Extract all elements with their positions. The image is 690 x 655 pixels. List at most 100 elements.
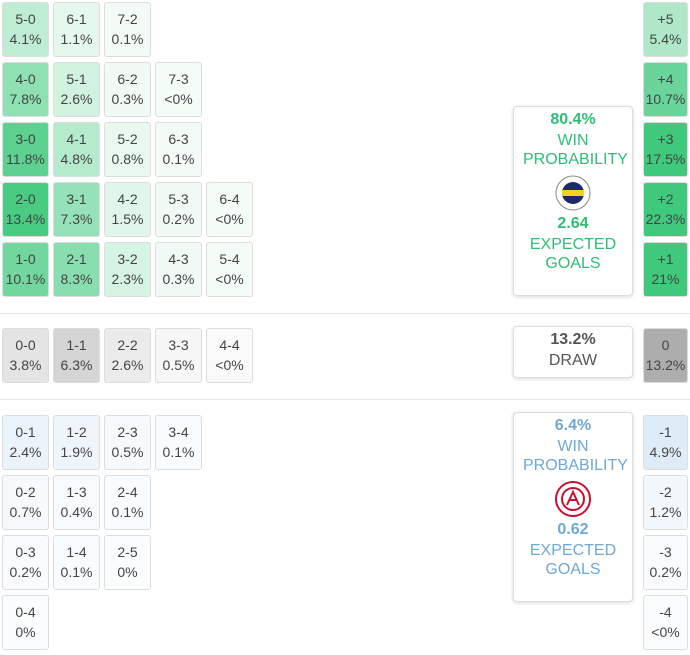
score-cell: 4-0 7.8%: [2, 62, 49, 117]
score-label: +3: [657, 131, 674, 147]
score-cell: 6-3 0.1%: [155, 122, 202, 177]
probability: <0%: [215, 357, 244, 373]
score-label: 0-2: [15, 484, 36, 500]
score-cell: 5-1 2.6%: [53, 62, 100, 117]
probability: 0.2%: [162, 211, 195, 227]
score-label: 3-3: [168, 337, 189, 353]
margin-cell: -1 4.9%: [643, 415, 688, 470]
probability: 22.3%: [645, 211, 686, 227]
score-label: 6-3: [168, 131, 189, 147]
score-label: 3-0: [15, 131, 36, 147]
score-label: 3-2: [117, 251, 138, 267]
probability: 4.8%: [60, 151, 93, 167]
probability: 0%: [117, 564, 138, 580]
probability: 2.4%: [9, 444, 42, 460]
score-label: 4-3: [168, 251, 189, 267]
probability: 0.2%: [649, 564, 682, 580]
margin-cell: +3 17.5%: [643, 122, 688, 177]
probability: <0%: [215, 271, 244, 287]
score-cell: 7-2 0.1%: [104, 2, 151, 57]
margin-cell: 0 13.2%: [643, 328, 688, 383]
win-pct: 80.4%: [550, 111, 596, 128]
xg-label: EXPECTED GOALS: [529, 542, 617, 578]
score-cell: 1-2 1.9%: [53, 415, 100, 470]
probability: 2.3%: [111, 271, 144, 287]
probability: 13.4%: [5, 211, 46, 227]
score-label: 6-2: [117, 71, 138, 87]
score-label: 0-1: [15, 424, 36, 440]
score-cell: 1-0 10.1%: [2, 242, 49, 297]
score-label: 1-2: [66, 424, 87, 440]
score-label: 1-0: [15, 251, 36, 267]
margin-cell: +1 21%: [643, 242, 688, 297]
score-label: 2-0: [15, 191, 36, 207]
separator: [0, 399, 690, 400]
probability: 8.3%: [60, 271, 93, 287]
probability: 0.2%: [9, 564, 42, 580]
probability: 2.6%: [111, 357, 144, 373]
score-cell: 0-3 0.2%: [2, 535, 49, 590]
probability: 1.9%: [60, 444, 93, 460]
score-cell: 3-4 0.1%: [155, 415, 202, 470]
probability: 1.5%: [111, 211, 144, 227]
score-cell: 3-3 0.5%: [155, 328, 202, 383]
separator: [0, 313, 690, 314]
score-cell: 5-2 0.8%: [104, 122, 151, 177]
score-cell: 6-2 0.3%: [104, 62, 151, 117]
team-logo: [555, 481, 591, 517]
score-cell: 5-0 4.1%: [2, 2, 49, 57]
score-label: 5-3: [168, 191, 189, 207]
score-label: +5: [657, 11, 674, 27]
score-label: 2-1: [66, 251, 87, 267]
probability: 0.1%: [111, 31, 144, 47]
score-label: -3: [659, 544, 672, 560]
score-label: +2: [657, 191, 674, 207]
probability: 0.3%: [162, 271, 195, 287]
score-label: +4: [657, 71, 674, 87]
score-cell: 1-4 0.1%: [53, 535, 100, 590]
score-label: 6-1: [66, 11, 87, 27]
score-label: 0-4: [15, 604, 36, 620]
margin-cell: -3 0.2%: [643, 535, 688, 590]
score-cell: 4-3 0.3%: [155, 242, 202, 297]
score-label: 5-1: [66, 71, 87, 87]
margin-cell: +5 5.4%: [643, 2, 688, 57]
probability: 11.8%: [6, 151, 45, 167]
probability: 13.2%: [645, 357, 686, 373]
probability: <0%: [215, 211, 244, 227]
score-cell: 5-4 <0%: [206, 242, 253, 297]
score-label: 2-5: [117, 544, 138, 560]
score-label: 4-4: [219, 337, 240, 353]
win-label: WIN PROBABILITY: [523, 438, 628, 474]
probability: 0.1%: [111, 504, 144, 520]
score-cell: 1-3 0.4%: [53, 475, 100, 530]
score-label: 4-1: [66, 131, 87, 147]
score-label: 0-0: [15, 337, 36, 353]
score-cell: 1-1 6.3%: [53, 328, 100, 383]
probability: 0.4%: [60, 504, 93, 520]
margin-cell: +4 10.7%: [643, 62, 688, 117]
score-cell: 6-1 1.1%: [53, 2, 100, 57]
expected-goals: 0.62: [557, 521, 589, 538]
probability: 0.1%: [162, 444, 195, 460]
score-cell: 7-3 <0%: [155, 62, 202, 117]
score-label: 3-4: [168, 424, 189, 440]
draw-pct: 13.2%: [550, 331, 596, 348]
score-label: 1-3: [66, 484, 87, 500]
expected-goals: 2.64: [557, 215, 589, 232]
probability: 0.3%: [111, 91, 144, 107]
score-cell: 0-4 0%: [2, 595, 49, 650]
score-cell: 2-5 0%: [104, 535, 151, 590]
score-cell: 2-1 8.3%: [53, 242, 100, 297]
score-label: 1-1: [66, 337, 87, 353]
score-cell: 0-0 3.8%: [2, 328, 49, 383]
margin-cell: -2 1.2%: [643, 475, 688, 530]
score-label: 4-2: [117, 191, 138, 207]
score-cell: 4-4 <0%: [206, 328, 253, 383]
score-label: 0: [661, 337, 670, 353]
score-cell: 5-3 0.2%: [155, 182, 202, 237]
score-label: 7-2: [117, 11, 138, 27]
draw-card: 13.2% DRAW: [513, 326, 633, 378]
win-pct: 6.4%: [554, 417, 592, 434]
